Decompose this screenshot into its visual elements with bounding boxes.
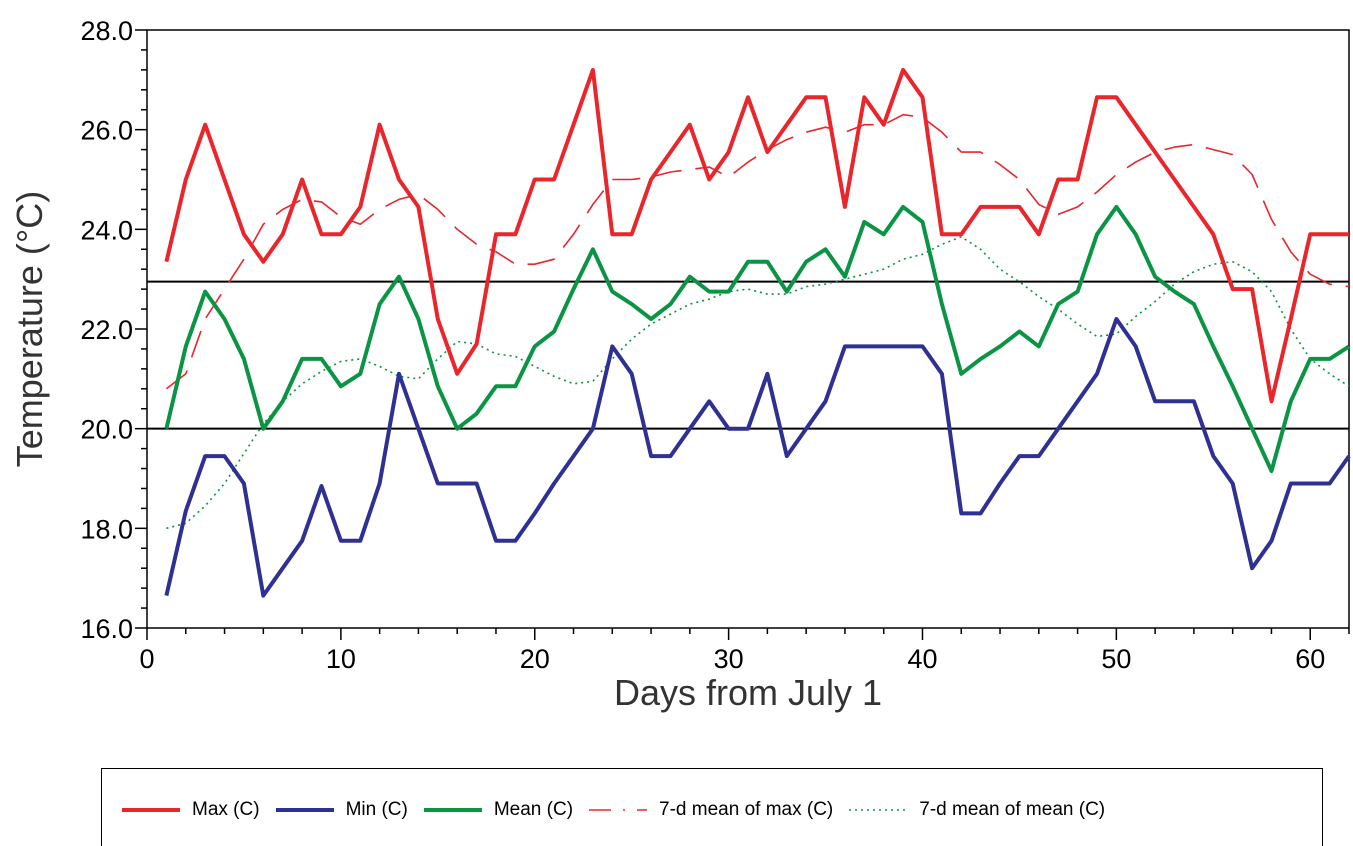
series-line-max-c (164, 67, 1349, 404)
y-axis-title: Temperature (°C) (9, 191, 50, 467)
series-line-7-d-mean-of-max-c (165, 113, 1350, 390)
legend-swatch (275, 808, 334, 812)
legend-swatch (849, 809, 908, 811)
legend-swatch (423, 808, 482, 812)
series-line-mean-c (164, 204, 1351, 473)
x-tick-label: 20 (520, 644, 550, 674)
legend-box (101, 768, 1323, 846)
x-tick-label: 60 (1295, 644, 1325, 674)
legend-label: Min (C) (345, 799, 408, 820)
y-tick-label: 24.0 (80, 215, 133, 245)
y-tick-label: 26.0 (80, 116, 133, 146)
legend-item: Max (C) (120, 799, 260, 821)
x-tick-label: 0 (139, 644, 154, 674)
legend-item: Mean (C) (422, 799, 573, 821)
series-layer (164, 67, 1351, 598)
legend-label: Max (C) (192, 799, 260, 820)
y-tick-label: 16.0 (80, 614, 133, 644)
legend-label: 7-d mean of mean (C) (919, 799, 1106, 820)
series-line-min-c (164, 317, 1351, 598)
y-tick-label: 28.0 (80, 16, 133, 46)
x-axis-title: Days from July 1 (614, 672, 882, 713)
legend-swatch (122, 808, 180, 812)
x-tick-label: 50 (1101, 644, 1131, 674)
y-tick-label: 22.0 (80, 315, 133, 345)
legend-item: 7-d mean of max (C) (587, 799, 833, 821)
legend-label: Mean (C) (493, 799, 574, 820)
x-tick-label: 30 (714, 644, 744, 674)
legend: Max (C) Min (C) Mean (C) 7-d mean of max (C… (120, 790, 1119, 830)
y-tick-label: 20.0 (80, 415, 133, 445)
x-tick-label: 40 (907, 644, 937, 674)
axis-ticks: 0 10 20 30 40 50 60 16.0 18.0 20.0 22.0 24.0 26.0 28.… (80, 16, 1350, 674)
legend-item: 7-d mean of mean (C) (847, 799, 1105, 821)
plot-area (146, 29, 1350, 629)
legend-label: 7-d mean of max (C) (659, 799, 834, 820)
y-tick-label: 18.0 (80, 514, 133, 544)
legend-swatch (589, 809, 648, 811)
legend-item: Min (C) (274, 799, 408, 821)
x-tick-label: 10 (326, 644, 356, 674)
